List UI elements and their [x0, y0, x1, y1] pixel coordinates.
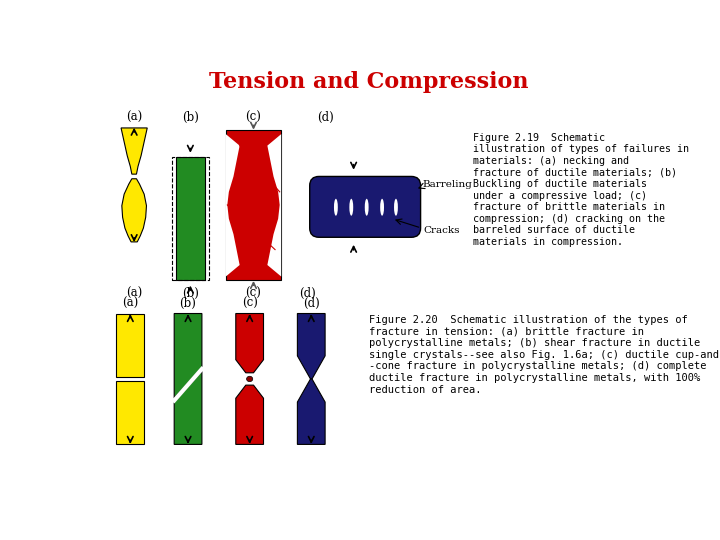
- Polygon shape: [174, 372, 202, 444]
- Ellipse shape: [246, 376, 253, 382]
- Text: (c): (c): [242, 297, 258, 310]
- Ellipse shape: [380, 199, 384, 215]
- Polygon shape: [235, 385, 264, 444]
- Text: (b): (b): [179, 297, 197, 310]
- Polygon shape: [235, 314, 264, 373]
- Polygon shape: [226, 134, 240, 276]
- Ellipse shape: [349, 199, 354, 215]
- Text: (d): (d): [317, 111, 333, 124]
- Ellipse shape: [394, 199, 398, 215]
- FancyBboxPatch shape: [310, 177, 420, 237]
- Bar: [176, 157, 205, 280]
- Polygon shape: [174, 314, 202, 398]
- Polygon shape: [122, 179, 146, 242]
- Text: Figure 2.20  Schematic illustration of the types of
fracture in tension: (a) bri: Figure 2.20 Schematic illustration of th…: [369, 315, 719, 395]
- Text: (a): (a): [126, 111, 143, 124]
- Ellipse shape: [334, 199, 338, 215]
- Polygon shape: [297, 379, 325, 444]
- Bar: [172, 157, 209, 280]
- Text: (b): (b): [182, 287, 199, 300]
- Text: (d): (d): [303, 297, 320, 310]
- Text: (b): (b): [182, 111, 199, 124]
- Polygon shape: [117, 314, 144, 377]
- Text: (d): (d): [299, 287, 316, 300]
- Text: Cracks: Cracks: [423, 226, 459, 235]
- Text: Barreling: Barreling: [423, 180, 473, 188]
- Text: (c): (c): [246, 111, 261, 124]
- Text: (a): (a): [122, 297, 138, 310]
- Polygon shape: [267, 134, 282, 276]
- Polygon shape: [117, 381, 144, 444]
- Bar: [226, 130, 282, 280]
- Ellipse shape: [365, 199, 369, 215]
- Text: Tension and Compression: Tension and Compression: [210, 71, 528, 93]
- Text: (a): (a): [126, 287, 143, 300]
- Text: (c): (c): [246, 287, 261, 300]
- Polygon shape: [121, 128, 148, 174]
- Text: Figure 2.19  Schematic
illustration of types of failures in
materials: (a) necki: Figure 2.19 Schematic illustration of ty…: [473, 132, 689, 247]
- Polygon shape: [297, 314, 325, 379]
